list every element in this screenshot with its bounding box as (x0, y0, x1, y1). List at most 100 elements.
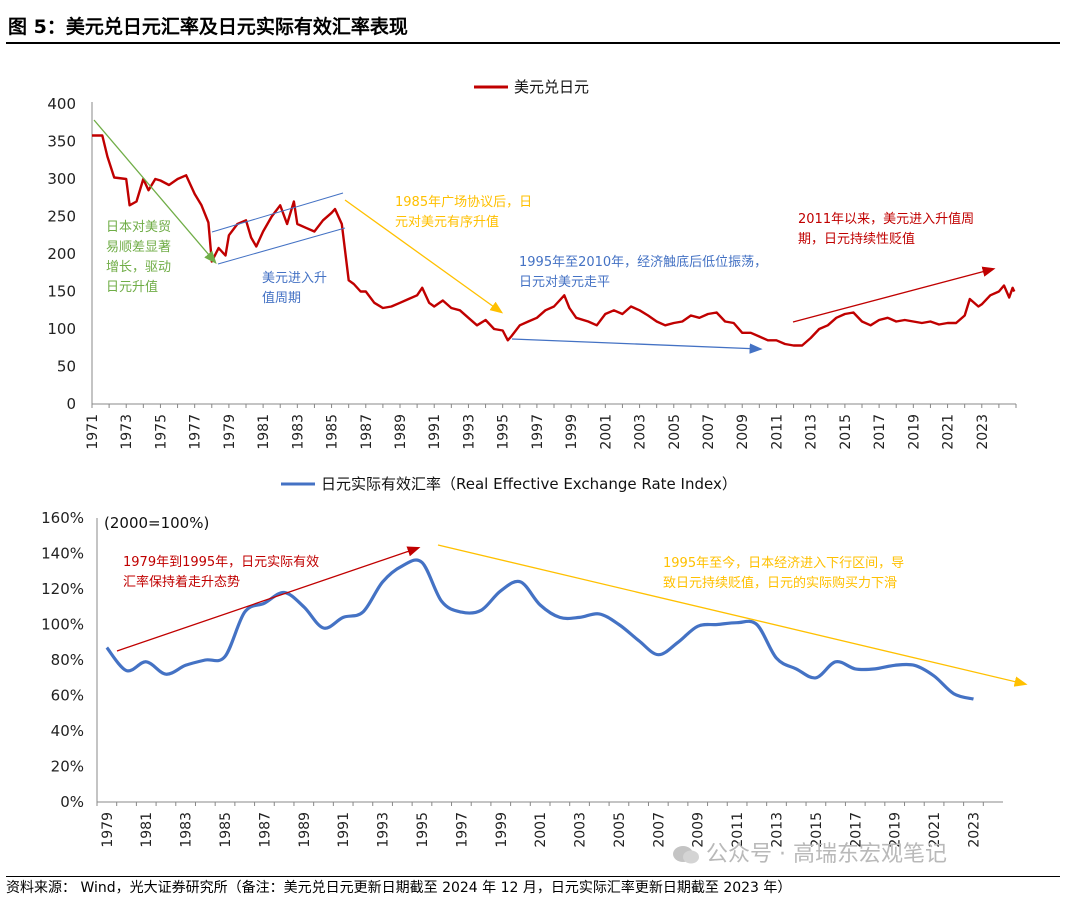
annotation-a4-line2: 日元对美元走平 (519, 275, 610, 290)
title-rule (6, 42, 1060, 44)
chart2-legend-label: 日元实际有效汇率（Real Effective Exchange Rate In… (321, 475, 737, 493)
annotation-a5-line2: 期，日元持续性贬值 (798, 231, 915, 247)
chart1-xtick-label: 1991 (427, 414, 443, 450)
chart1-ytick-label: 250 (47, 208, 76, 226)
chart2-xtick-label: 2021 (927, 812, 943, 848)
chart2-xtick-label: 2001 (533, 812, 549, 848)
annotation-a5-line1: 2011年以来，美元进入升值周 (798, 211, 974, 227)
chart2-unit-note: (2000=100%) (104, 514, 209, 532)
chart2-xtick-label: 1979 (100, 812, 116, 848)
chart2-xtick-label: 1981 (139, 812, 155, 848)
chart2-xtick-label: 1991 (336, 812, 352, 848)
chart1-ytick-label: 300 (47, 170, 76, 188)
chart1-ytick-label: 400 (47, 95, 76, 113)
chart2: 日元实际有效汇率（Real Effective Exchange Rate In… (41, 475, 1028, 848)
chart2-ytick-label: 40% (51, 722, 84, 740)
annotation-a1-line1: 日本对美贸 (106, 220, 171, 235)
annotation-b2-line1: 1995年至今，日本经济进入下行区间，导 (663, 555, 904, 571)
chart1-xtick-label: 2011 (769, 414, 785, 450)
arrow-yellow-1995-2023 (437, 544, 1028, 687)
chart2-xtick-label: 2017 (848, 812, 864, 848)
annotation-a1: 日本对美贸 易顺差显著 增长，驱动 日元升值 (106, 220, 175, 295)
chart1-xtick-label: 1999 (564, 414, 580, 450)
chart2-ytick-label: 100% (41, 616, 84, 634)
chart2-xtick-label: 2009 (691, 812, 707, 848)
chart2-xtick-label: 2005 (612, 812, 628, 848)
annotation-a3-line1: 1985年广场协议后，日 (395, 195, 532, 210)
chart1-xtick-label: 2009 (735, 414, 751, 450)
trend-line-upper (211, 192, 344, 233)
chart2-ytick-label: 20% (51, 758, 84, 776)
source-rule (6, 876, 1060, 877)
annotation-b2: 1995年至今，日本经济进入下行区间，导 致日元持续贬值，日元的实际购买力下滑 (663, 555, 908, 591)
wechat-icon (673, 846, 699, 864)
chart1-xtick-label: 1985 (325, 414, 341, 450)
watermark-text: 公众号 · 高瑞东宏观笔记 (706, 842, 947, 867)
annotation-a3: 1985年广场协议后，日 元对美元有序升值 (395, 195, 536, 230)
chart1-xtick-label: 2003 (633, 414, 649, 450)
chart2-xtick-label: 1983 (179, 812, 195, 848)
chart2-ytick-label: 80% (51, 651, 84, 669)
trend-line-lower (217, 227, 346, 265)
chart1-xtick-label: 1981 (256, 414, 272, 450)
arrow-blue-1995-2010 (511, 338, 763, 354)
annotation-a1-line3: 增长，驱动 (106, 260, 171, 275)
chart2-ytick-label: 120% (41, 580, 84, 598)
annotation-b1: 1979年到1995年，日元实际有效 汇率保持着走升态势 (123, 555, 323, 590)
annotation-a2-line1: 美元进入升 (262, 271, 327, 286)
chart2-x-ticks: 1979 1981 1983 1985 1987 1989 1991 1993 1995 1997… (96, 802, 984, 848)
chart1-xtick-label: 2015 (838, 414, 854, 450)
chart2-xtick-label: 1989 (297, 812, 313, 848)
chart2-xtick-label: 2003 (573, 812, 589, 848)
chart2-xtick-label: 2011 (730, 812, 746, 848)
chart1-x-ticks: 1971 1973 1975 1977 1979 1981 1983 1985 1987 1989… (85, 404, 1017, 450)
annotation-a1-line4: 日元升值 (106, 279, 158, 295)
chart2-xtick-label: 2007 (651, 812, 667, 848)
annotation-a2: 美元进入升 值周期 (262, 271, 331, 306)
arrow-green-1971-1978 (93, 119, 217, 264)
chart1-xtick-label: 1995 (496, 414, 512, 450)
source-note: 资料来源： Wind，光大证券研究所（备注：美元兑日元更新日期截至 2024 年… (6, 880, 792, 896)
annotation-a3-line2: 元对美元有序升值 (395, 214, 499, 230)
arrow-red-1979-1995 (116, 546, 421, 652)
annotation-a2-line2: 值周期 (262, 290, 301, 306)
chart1-xtick-label: 1989 (393, 414, 409, 450)
chart1-xtick-label: 2013 (804, 414, 820, 450)
chart2-xtick-label: 2023 (966, 812, 982, 848)
chart1-xtick-label: 2021 (941, 414, 957, 450)
chart2-xtick-label: 1993 (376, 812, 392, 848)
arrow-yellow-1985-1995 (344, 199, 504, 314)
chart1-y-ticks: 0 50 100 150 200 250 300 350 400 (47, 95, 76, 413)
chart1-ytick-label: 0 (66, 395, 76, 413)
chart1-xtick-label: 2001 (598, 414, 614, 450)
chart1-xtick-label: 1979 (222, 414, 238, 450)
chart2-xtick-label: 1995 (415, 812, 431, 848)
chart1-xtick-label: 1993 (461, 414, 477, 450)
chart1-xtick-label: 1997 (530, 414, 546, 450)
chart1-ytick-label: 100 (47, 320, 76, 338)
chart2-xtick-label: 1987 (257, 812, 273, 848)
chart2-ytick-label: 160% (41, 509, 84, 527)
chart1-ytick-label: 150 (47, 283, 76, 301)
chart1-usdjpy-line (92, 134, 1016, 347)
annotation-a4-line1: 1995年至2010年，经济触底后低位振荡， (519, 254, 767, 270)
chart2-xtick-label: 1999 (494, 812, 510, 848)
chart1-legend-label: 美元兑日元 (514, 78, 589, 96)
chart2-xtick-label: 2013 (770, 812, 786, 848)
chart1-xtick-label: 2023 (975, 414, 991, 450)
chart2-y-ticks: 0% 20% 40% 60% 80% 100% 120% 140% 160% (41, 509, 84, 811)
chart1-xtick-label: 1977 (188, 414, 204, 450)
chart2-reer-line (105, 558, 974, 701)
annotation-a4: 1995年至2010年，经济触底后低位振荡， 日元对美元走平 (519, 254, 771, 290)
watermark: 公众号 · 高瑞东宏观笔记 (672, 836, 947, 868)
chart1-xtick-label: 2007 (701, 414, 717, 450)
chart2-ytick-label: 0% (60, 793, 84, 811)
chart2-xtick-label: 1997 (454, 812, 470, 848)
chart1-xtick-label: 2017 (872, 414, 888, 450)
chart1-xtick-label: 1973 (119, 414, 135, 450)
chart2-ytick-label: 60% (51, 687, 84, 705)
annotation-a1-line2: 易顺差显著 (106, 240, 171, 255)
chart1-xtick-label: 1987 (359, 414, 375, 450)
